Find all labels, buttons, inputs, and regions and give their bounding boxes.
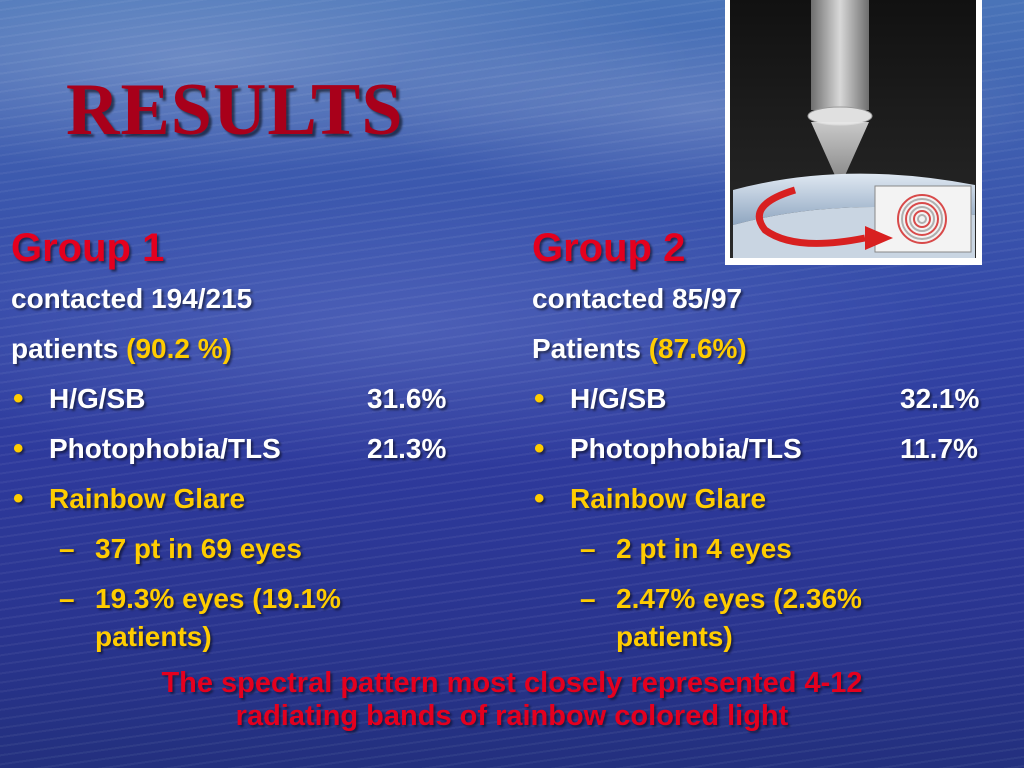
lens-beam-rainbow-diagram-icon: [725, 0, 982, 265]
rainbow-glare-label: Rainbow Glare: [570, 483, 767, 514]
group-2-column: Group 2 contacted 85/97 Patients (87.6%)…: [532, 222, 1024, 656]
dash-icon: –: [59, 583, 75, 614]
sub-item: – 2 pt in 4 eyes: [532, 524, 1024, 574]
sub-item-text-line: patients): [95, 621, 212, 652]
group-title: Group 1: [11, 226, 165, 270]
group-title: Group 2: [532, 226, 686, 270]
patients-percent: (90.2 %): [126, 333, 232, 364]
patients-label: Patients: [532, 333, 641, 364]
item-value: 21.3%: [367, 433, 447, 464]
sub-item-text-line: patients): [616, 621, 733, 652]
item-value: 31.6%: [367, 383, 447, 414]
rainbow-glare-label: Rainbow Glare: [49, 483, 246, 514]
list-item: • H/G/SB 31.6%: [11, 374, 511, 424]
item-label: Photophobia/TLS: [570, 433, 802, 464]
footer-line: radiating bands of rainbow colored light: [235, 700, 789, 732]
patients-line: patients (90.2 %): [11, 324, 511, 374]
footer-note: The spectral pattern most closely repres…: [0, 667, 1024, 733]
sub-item-text-line: 2.47% eyes (2.36%: [616, 583, 862, 614]
bullet-icon: •: [13, 382, 24, 415]
group-1-column: Group 1 contacted 194/215 patients (90.2…: [11, 222, 511, 656]
patients-percent: (87.6%): [648, 333, 747, 364]
item-label: H/G/SB: [570, 383, 667, 414]
bullet-icon: •: [534, 432, 545, 465]
item-value: 11.7%: [900, 433, 978, 464]
list-item: • Rainbow Glare: [532, 474, 1024, 524]
list-item: • Rainbow Glare: [11, 474, 511, 524]
list-item: • Photophobia/TLS 21.3%: [11, 424, 511, 474]
dash-icon: –: [580, 583, 596, 614]
item-label: H/G/SB: [49, 383, 146, 414]
sub-item-text: 2 pt in 4 eyes: [616, 533, 792, 564]
bullet-icon: •: [13, 482, 24, 515]
sub-item-text-line: 19.3% eyes (19.1%: [95, 583, 341, 614]
contacted-text: contacted 194/215: [11, 283, 253, 314]
item-value: 32.1%: [900, 383, 980, 414]
slide-title: RESULTS: [66, 69, 404, 151]
patients-line: Patients (87.6%): [532, 324, 1024, 374]
sub-item-text: 37 pt in 69 eyes: [95, 533, 303, 564]
patients-label: patients: [11, 333, 119, 364]
dash-icon: –: [59, 533, 75, 564]
sub-item: – 37 pt in 69 eyes: [11, 524, 511, 574]
dash-icon: –: [580, 533, 596, 564]
bullet-icon: •: [13, 432, 24, 465]
footer-line: The spectral pattern most closely repres…: [161, 667, 863, 699]
sub-item: – 19.3% eyes (19.1% patients): [11, 580, 511, 656]
list-item: • Photophobia/TLS 11.7%: [532, 424, 1024, 474]
item-label: Photophobia/TLS: [49, 433, 281, 464]
bullet-icon: •: [534, 482, 545, 515]
sub-item: – 2.47% eyes (2.36% patients): [532, 580, 1024, 656]
contacted-text: contacted 85/97: [532, 283, 743, 314]
list-item: • H/G/SB 32.1%: [532, 374, 1024, 424]
bullet-icon: •: [534, 382, 545, 415]
